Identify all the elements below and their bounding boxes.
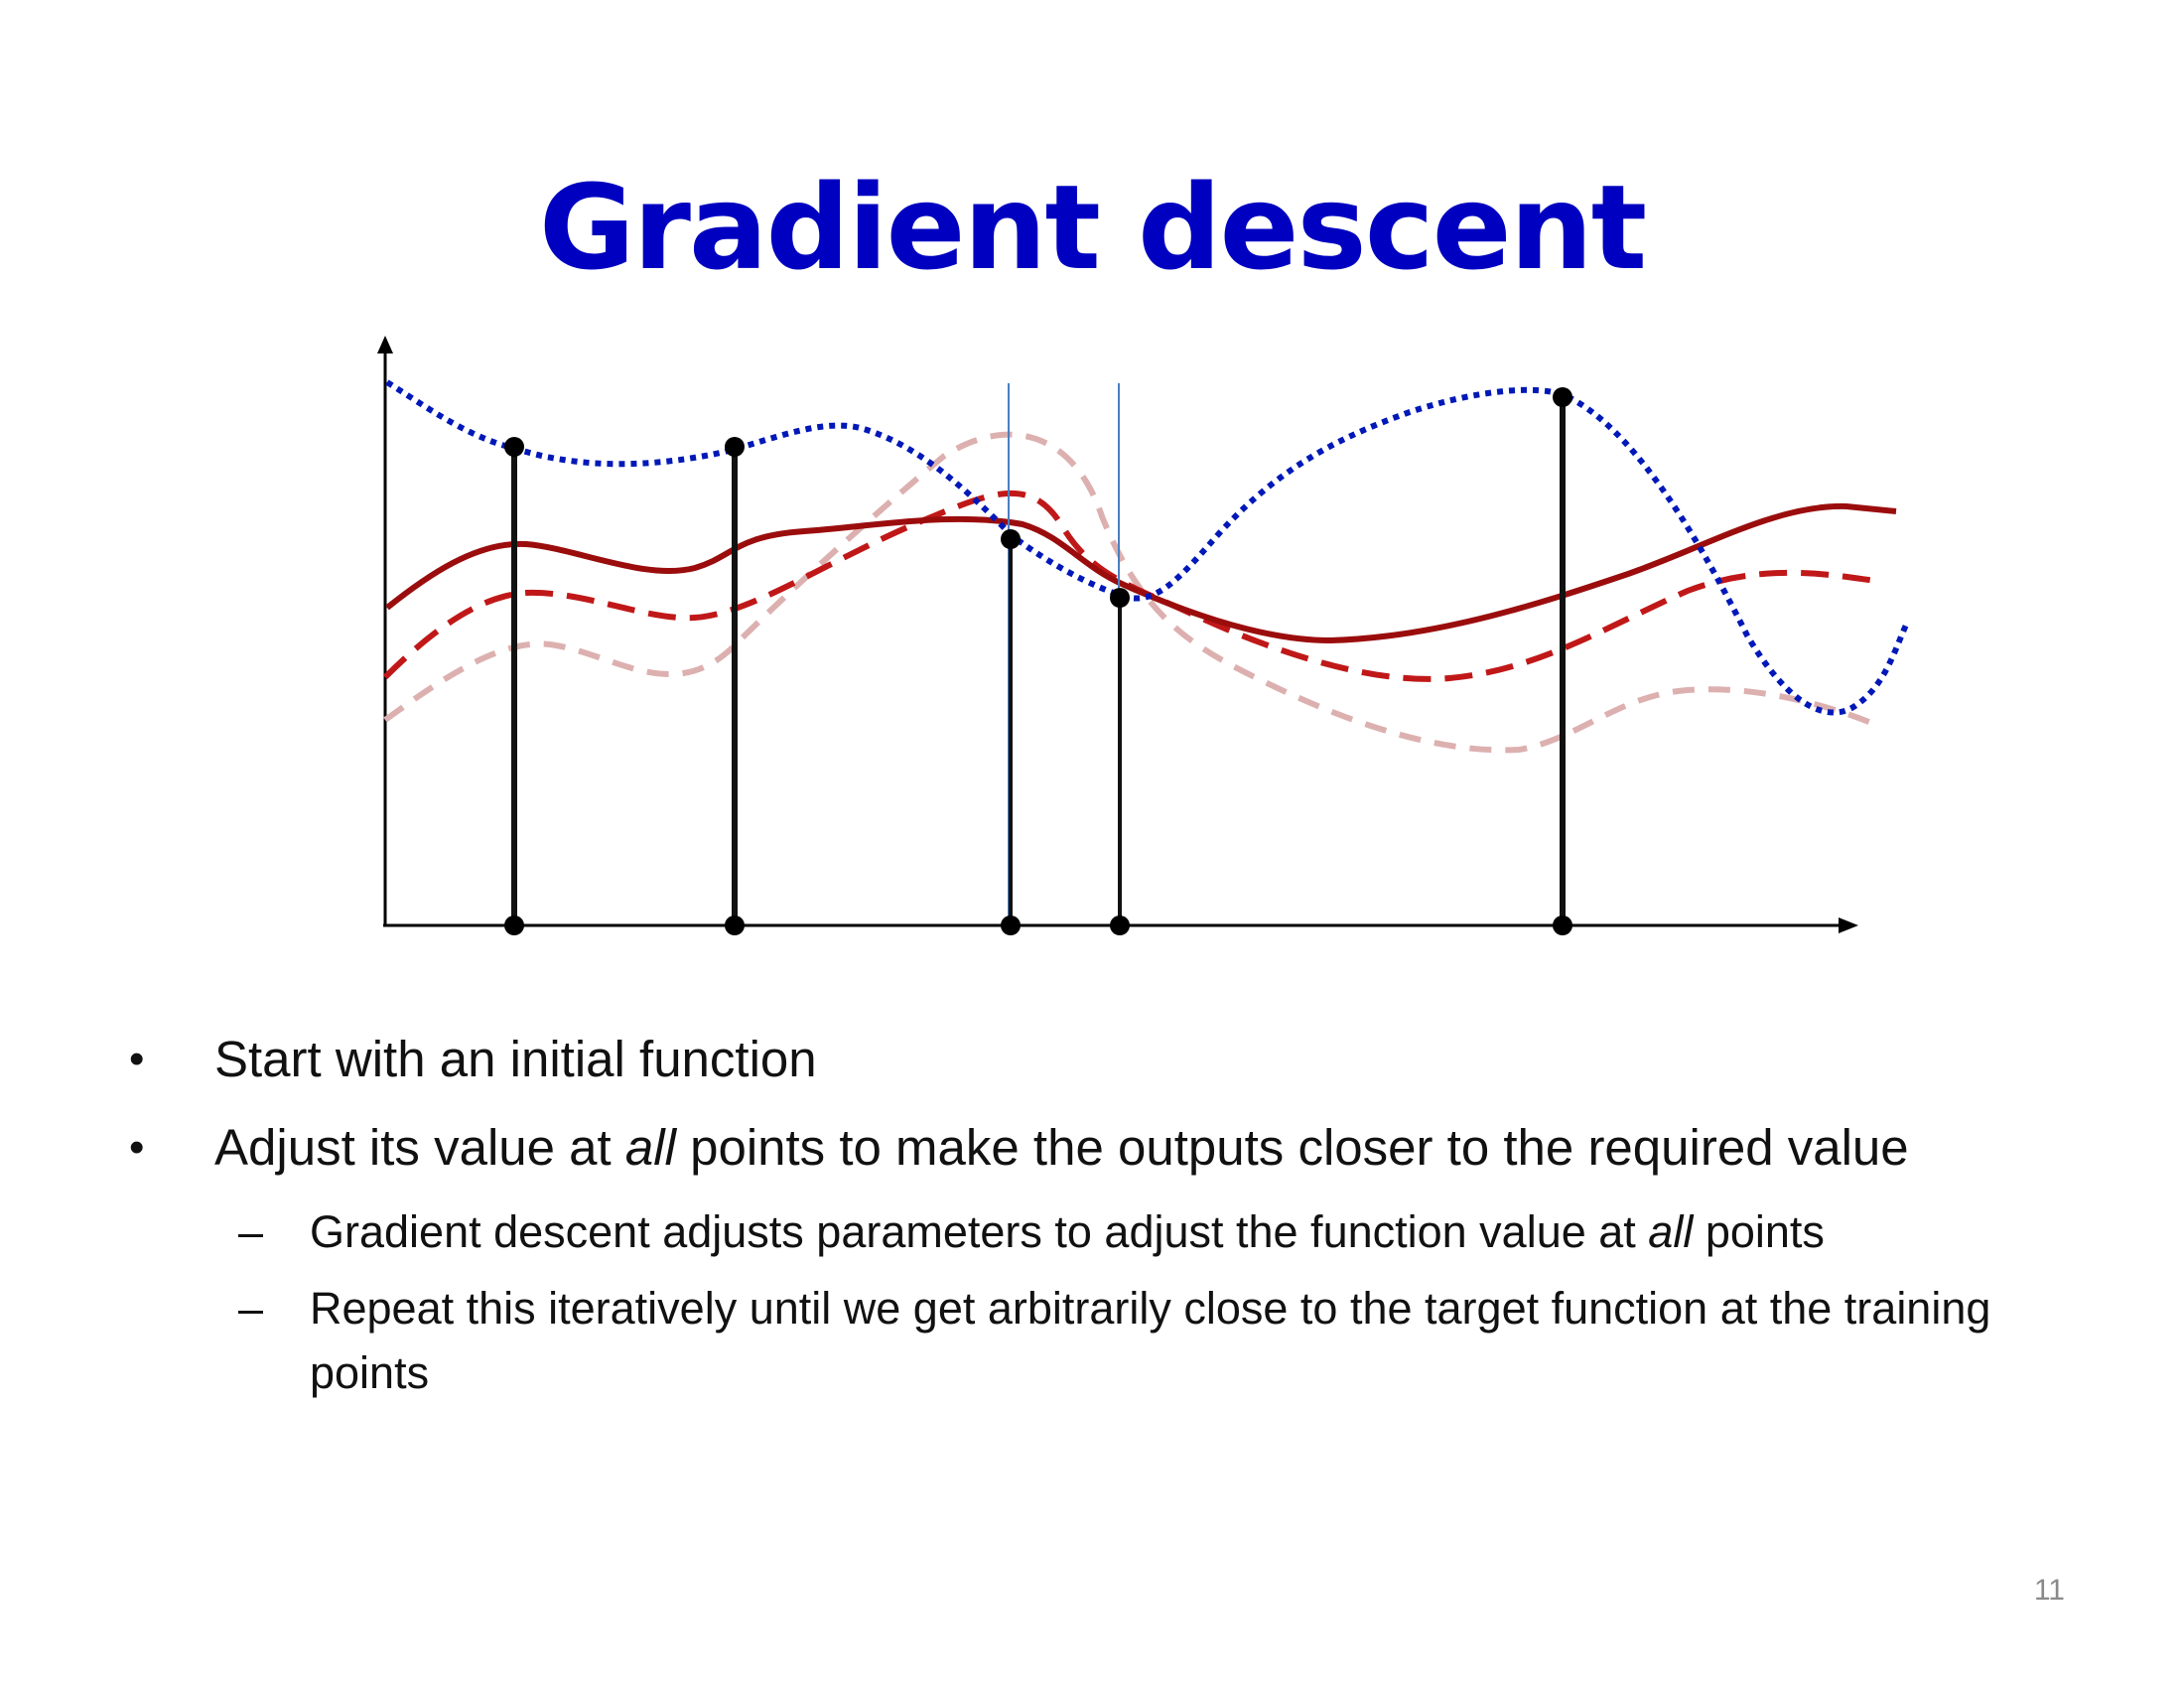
emphasis-text: all bbox=[624, 1119, 676, 1176]
sample-base-dot-icon bbox=[1001, 915, 1021, 935]
bullet-mark: • bbox=[129, 1035, 145, 1083]
sub-bullet-text: Gradient descent adjusts parameters to a… bbox=[310, 1206, 1649, 1257]
sample-top-dot-icon bbox=[1553, 387, 1572, 407]
sample-base-dot-icon bbox=[504, 915, 524, 935]
sample-top-dot-icon bbox=[1110, 588, 1130, 608]
bullet-item-2: • Adjust its value at all points to make… bbox=[119, 1111, 2085, 1184]
emphasis-text: all bbox=[1648, 1206, 1694, 1257]
bullet-text: Start with an initial function bbox=[214, 1031, 817, 1087]
bullet-text: Adjust its value at bbox=[214, 1119, 625, 1176]
sample-base-dot-icon bbox=[725, 915, 745, 935]
sub-bullet-text: points bbox=[1693, 1206, 1825, 1257]
slide-title: Gradient descent bbox=[538, 159, 1647, 296]
sub-bullet-text: Repeat this iteratively until we get arb… bbox=[310, 1283, 1991, 1398]
bullet-item-1: • Start with an initial function bbox=[119, 1023, 2085, 1095]
sub-bullet-item-1: – Gradient descent adjusts parameters to… bbox=[119, 1199, 2085, 1264]
page-number: 11 bbox=[2033, 1574, 2065, 1607]
dash-mark: – bbox=[238, 1206, 264, 1257]
bullet-text: points to make the outputs closer to the… bbox=[675, 1119, 1909, 1176]
dash-mark: – bbox=[238, 1283, 264, 1334]
initial-function-curve bbox=[383, 431, 1873, 754]
target-function-curve bbox=[385, 379, 1911, 716]
sub-bullet-item-2: – Repeat this iteratively until we get a… bbox=[119, 1276, 2085, 1405]
sample-base-dot-icon bbox=[1110, 915, 1130, 935]
x-axis-arrow-icon bbox=[1839, 917, 1858, 933]
intermediate-function-curve bbox=[382, 490, 1877, 682]
sample-top-dot-icon bbox=[504, 437, 524, 457]
bullet-list: • Start with an initial function • Adjus… bbox=[119, 1023, 2085, 1405]
sample-base-dot-icon bbox=[1553, 915, 1572, 935]
sample-top-dot-icon bbox=[725, 437, 745, 457]
bullet-mark: • bbox=[129, 1123, 145, 1172]
sample-top-dot-icon bbox=[1001, 529, 1021, 549]
y-axis-arrow-icon bbox=[377, 336, 393, 353]
current-function-curve bbox=[385, 502, 1897, 644]
